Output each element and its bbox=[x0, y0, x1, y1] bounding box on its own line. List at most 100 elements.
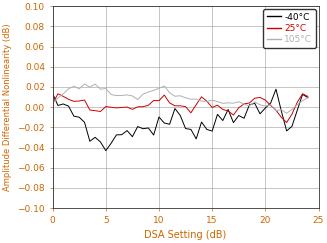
-40°C bbox=[141, 127, 145, 130]
105°C bbox=[199, 100, 203, 103]
25°C bbox=[56, 92, 60, 95]
25°C bbox=[301, 92, 304, 95]
25°C bbox=[136, 105, 140, 108]
Y-axis label: Amplitude Differential Nonlinearity (dB): Amplitude Differential Nonlinearity (dB) bbox=[3, 23, 12, 191]
-40°C bbox=[183, 127, 187, 130]
105°C bbox=[279, 108, 283, 111]
25°C bbox=[237, 106, 241, 109]
105°C bbox=[141, 93, 145, 96]
-40°C bbox=[72, 115, 76, 118]
-40°C bbox=[146, 127, 150, 130]
105°C bbox=[67, 87, 71, 90]
25°C bbox=[114, 106, 118, 109]
25°C bbox=[306, 95, 310, 98]
105°C bbox=[248, 104, 251, 107]
105°C bbox=[306, 96, 310, 99]
105°C bbox=[51, 101, 55, 104]
105°C bbox=[125, 94, 129, 96]
105°C bbox=[130, 95, 134, 97]
-40°C bbox=[130, 135, 134, 138]
25°C bbox=[120, 106, 124, 109]
105°C bbox=[72, 85, 76, 88]
105°C bbox=[210, 99, 214, 102]
25°C bbox=[82, 99, 86, 102]
25°C bbox=[157, 99, 161, 102]
105°C bbox=[93, 83, 97, 86]
25°C bbox=[205, 100, 209, 103]
25°C bbox=[51, 102, 55, 105]
25°C bbox=[274, 109, 278, 112]
25°C bbox=[146, 104, 150, 107]
-40°C bbox=[178, 114, 182, 117]
-40°C bbox=[253, 102, 257, 105]
105°C bbox=[189, 98, 193, 101]
105°C bbox=[109, 93, 113, 96]
Line: 105°C: 105°C bbox=[53, 84, 308, 113]
25°C bbox=[72, 100, 76, 103]
105°C bbox=[263, 104, 267, 107]
105°C bbox=[61, 92, 65, 95]
-40°C bbox=[173, 107, 177, 110]
25°C bbox=[183, 105, 187, 108]
-40°C bbox=[232, 121, 235, 124]
105°C bbox=[173, 95, 177, 98]
Line: 25°C: 25°C bbox=[53, 94, 308, 122]
-40°C bbox=[258, 113, 262, 115]
105°C bbox=[295, 103, 299, 106]
25°C bbox=[173, 104, 177, 107]
-40°C bbox=[290, 125, 294, 128]
105°C bbox=[274, 109, 278, 112]
25°C bbox=[248, 102, 251, 104]
105°C bbox=[157, 87, 161, 90]
-40°C bbox=[157, 115, 161, 118]
105°C bbox=[104, 87, 108, 90]
105°C bbox=[136, 98, 140, 101]
105°C bbox=[242, 103, 246, 106]
25°C bbox=[109, 106, 113, 109]
105°C bbox=[237, 100, 241, 103]
-40°C bbox=[221, 119, 225, 122]
25°C bbox=[98, 110, 102, 113]
105°C bbox=[269, 104, 273, 106]
25°C bbox=[215, 104, 219, 107]
25°C bbox=[130, 108, 134, 111]
25°C bbox=[253, 97, 257, 100]
-40°C bbox=[205, 128, 209, 131]
25°C bbox=[242, 103, 246, 105]
25°C bbox=[152, 99, 156, 102]
25°C bbox=[67, 98, 71, 101]
25°C bbox=[189, 111, 193, 114]
105°C bbox=[77, 87, 81, 90]
105°C bbox=[168, 91, 172, 94]
25°C bbox=[279, 116, 283, 119]
25°C bbox=[226, 110, 230, 113]
25°C bbox=[194, 103, 198, 106]
25°C bbox=[141, 105, 145, 108]
-40°C bbox=[295, 109, 299, 112]
Legend: -40°C, 25°C, 105°C: -40°C, 25°C, 105°C bbox=[264, 9, 316, 48]
-40°C bbox=[279, 110, 283, 113]
-40°C bbox=[152, 134, 156, 137]
25°C bbox=[178, 104, 182, 107]
-40°C bbox=[274, 88, 278, 91]
25°C bbox=[168, 102, 172, 104]
-40°C bbox=[125, 129, 129, 132]
25°C bbox=[199, 95, 203, 98]
105°C bbox=[152, 89, 156, 92]
105°C bbox=[232, 102, 235, 105]
25°C bbox=[290, 113, 294, 116]
25°C bbox=[162, 94, 166, 96]
105°C bbox=[82, 83, 86, 86]
25°C bbox=[263, 99, 267, 102]
25°C bbox=[61, 95, 65, 98]
105°C bbox=[120, 94, 124, 97]
25°C bbox=[285, 121, 289, 124]
-40°C bbox=[210, 130, 214, 132]
25°C bbox=[269, 104, 273, 107]
-40°C bbox=[51, 92, 55, 95]
-40°C bbox=[67, 105, 71, 108]
25°C bbox=[258, 96, 262, 99]
25°C bbox=[77, 100, 81, 103]
105°C bbox=[146, 91, 150, 94]
25°C bbox=[210, 106, 214, 109]
